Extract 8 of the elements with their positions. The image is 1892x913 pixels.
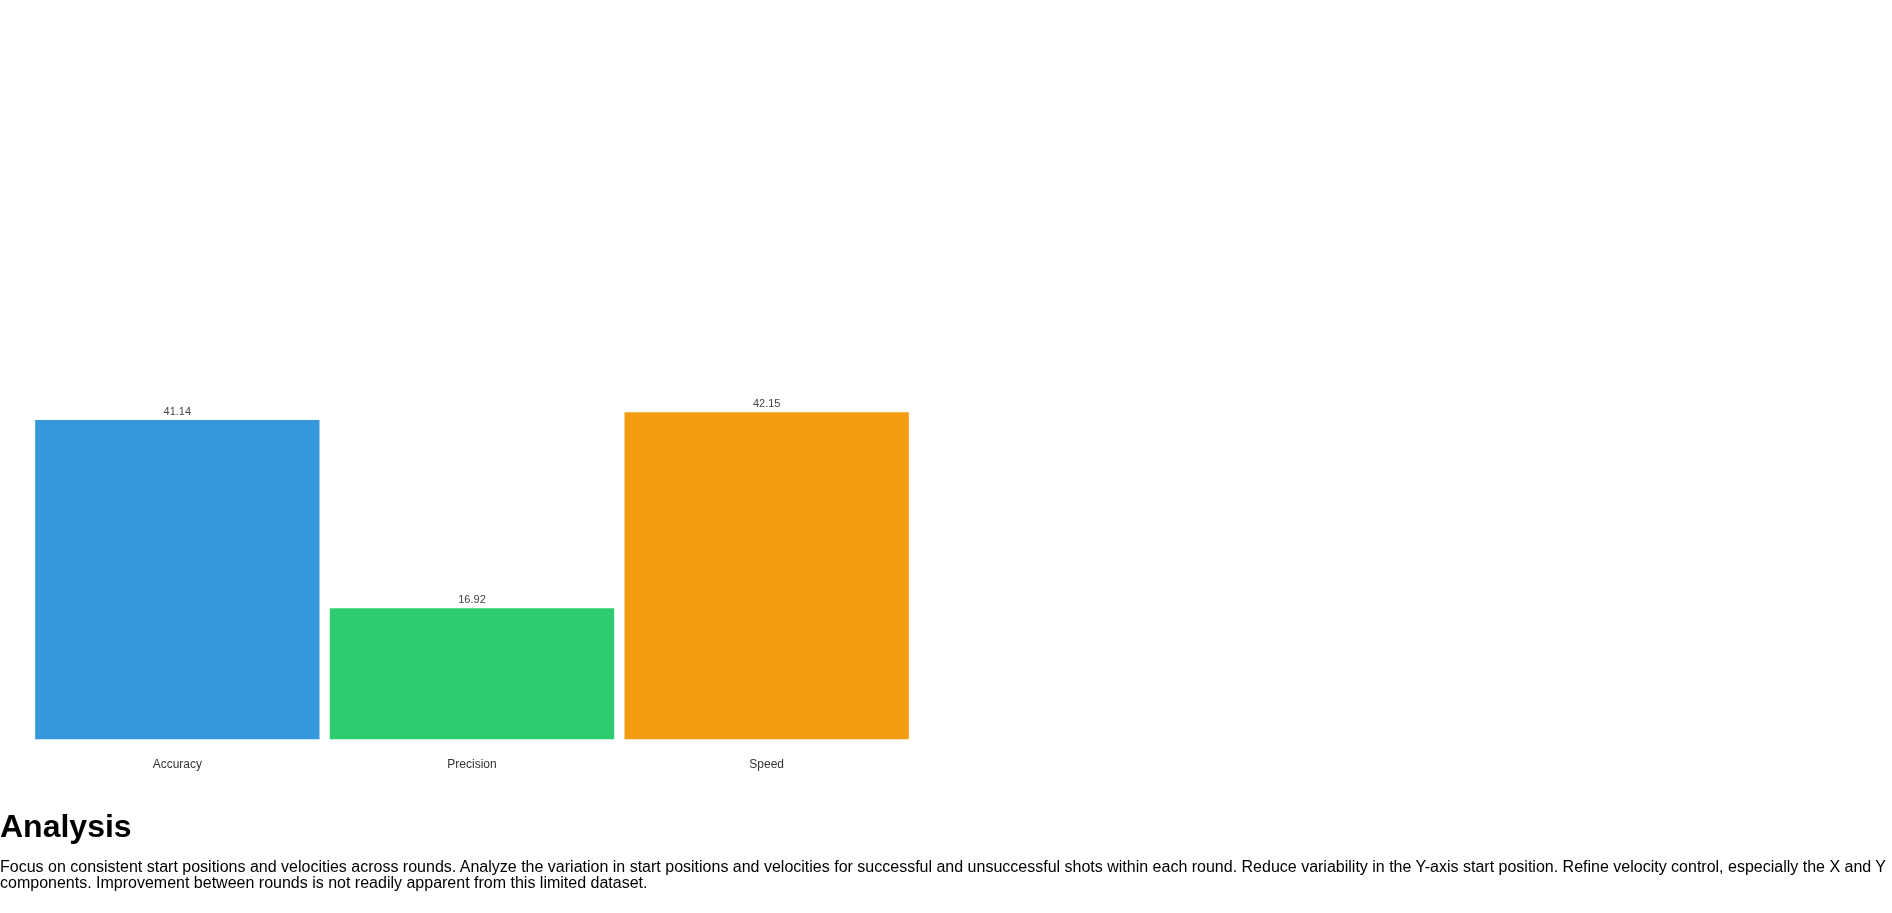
text: Analysis xyxy=(0,808,133,845)
x-tick-label: Speed xyxy=(749,757,785,772)
x-tick-label: Precision xyxy=(447,757,497,772)
data-label: 42.15 xyxy=(752,396,781,409)
text: Focus on consistent start positions and velocities across rounds. Analyze the variation in start positions and velocities for successful and unsuccessful shots within each round. Reduce variability in the Y-axis start position. Refine velocity control, especially the X and Y components. Improvement between rounds is not readily apparent from this limited dataset. xyxy=(0,858,1887,891)
data-label: 16.92 xyxy=(458,592,486,605)
x-tick-label: Accuracy xyxy=(152,757,203,772)
data-label: 41.14 xyxy=(163,404,192,417)
